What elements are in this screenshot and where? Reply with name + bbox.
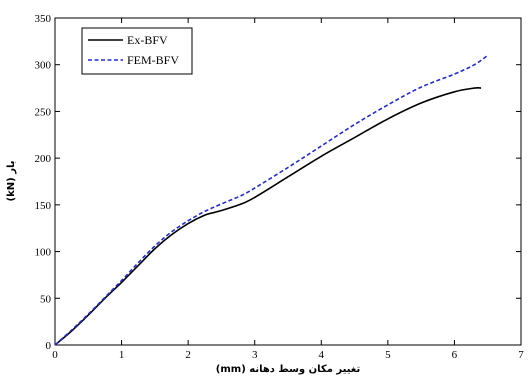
x-tick-label: 2: [185, 349, 191, 361]
y-tick-label: 300: [35, 60, 52, 72]
x-tick-label: 5: [385, 349, 391, 361]
legend-label-ex-bfv: Ex-BFV: [127, 33, 168, 47]
legend: Ex-BFV FEM-BFV: [81, 27, 193, 75]
x-tick-label: 7: [518, 349, 524, 361]
y-tick-label: 350: [35, 13, 52, 25]
y-tick-label: 250: [35, 106, 52, 118]
legend-label-fem-bfv: FEM-BFV: [127, 53, 179, 67]
series-layer: [54, 54, 489, 346]
plot-frame: [54, 17, 522, 346]
x-tick-label: 4: [319, 349, 325, 361]
y-tick-label: 150: [35, 200, 52, 212]
y-tick-label: 0: [46, 340, 52, 352]
y-tick-label: 100: [35, 247, 52, 259]
y-tick-label: 50: [40, 293, 52, 305]
axis-ticks: 0 1 2 3 4 5 6 7 0 50 100 150 200 250 300 350: [35, 13, 525, 361]
x-tick-label: 0: [52, 349, 58, 361]
series-line-fem-bfv: [54, 54, 489, 346]
x-axis-label: تغییر مکان وسط دهانه (mm): [216, 364, 361, 375]
x-tick-label: 3: [252, 349, 258, 361]
series-line-ex-bfv: [54, 86, 482, 346]
x-tick-label: 6: [452, 349, 458, 361]
x-tick-label: 1: [119, 349, 125, 361]
y-axis-label: بار (kN): [6, 161, 17, 202]
y-tick-label: 200: [35, 153, 52, 165]
legend-box: [81, 27, 193, 75]
